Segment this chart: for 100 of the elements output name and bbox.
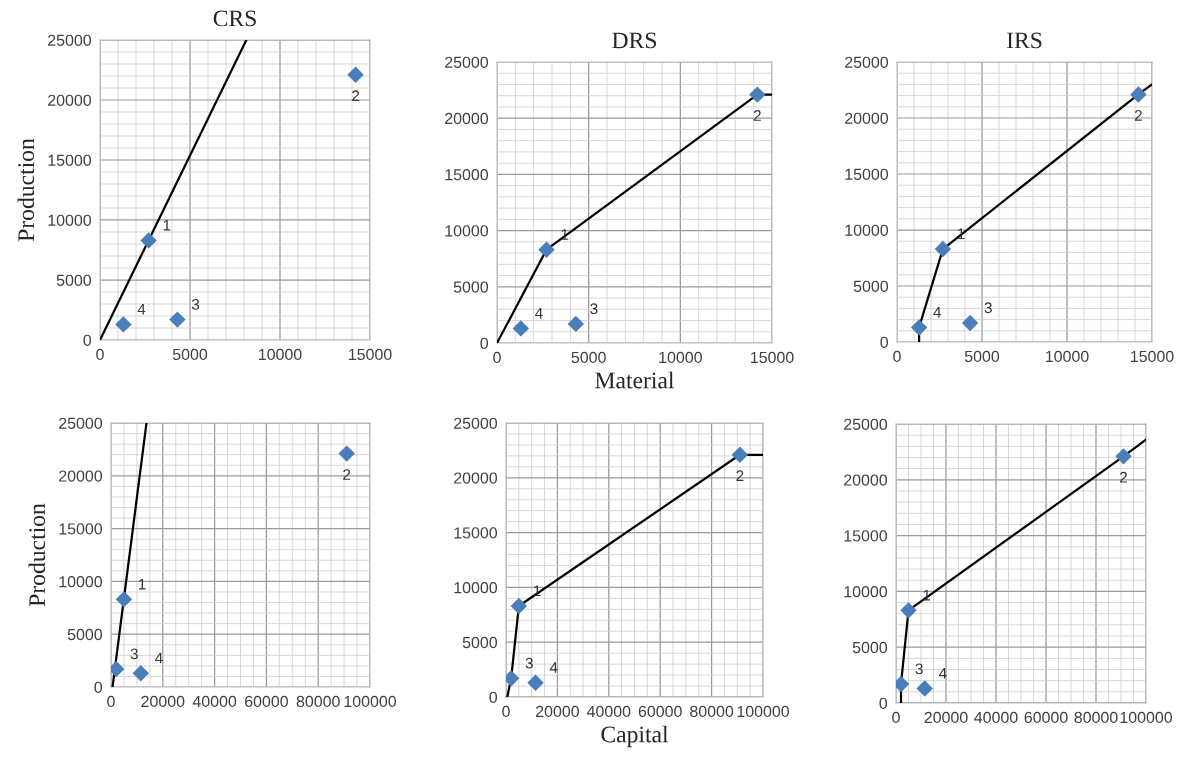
y-tick-label: 20000 bbox=[48, 94, 92, 106]
x-tick-label: 15000 bbox=[349, 348, 392, 361]
x-tick-label: 40000 bbox=[586, 705, 631, 718]
x-tick-label: 40000 bbox=[192, 695, 237, 708]
x-tick-label: 80000 bbox=[1074, 711, 1118, 724]
y-tick-label: 15000 bbox=[445, 169, 489, 181]
y-tick-label: 15000 bbox=[59, 523, 103, 535]
annotation: 2 bbox=[1134, 109, 1142, 121]
y-tick-label: 5000 bbox=[56, 274, 92, 286]
y-tick-label: 0 bbox=[83, 334, 92, 346]
annotation: 4 bbox=[535, 307, 543, 319]
x-tick-label: 20000 bbox=[924, 711, 968, 724]
x-tick-label: 100000 bbox=[344, 695, 397, 708]
x-tick-label: 5000 bbox=[172, 348, 208, 361]
y-tick-label: 25000 bbox=[844, 418, 888, 430]
y-tick-label: 25000 bbox=[48, 34, 92, 46]
annotation: 3 bbox=[525, 657, 533, 669]
y-tick-label: 25000 bbox=[845, 56, 889, 68]
x-tick-label: 5000 bbox=[964, 350, 1000, 363]
x-tick-label: 100000 bbox=[1120, 711, 1173, 724]
annotation: 3 bbox=[130, 648, 138, 660]
y-tick-label: 20000 bbox=[445, 112, 489, 125]
point bbox=[169, 311, 186, 328]
point bbox=[140, 232, 157, 249]
y-tick-label: 20000 bbox=[845, 112, 889, 124]
x-tick-label: 0 bbox=[893, 350, 901, 363]
y-tick-label: 15000 bbox=[454, 527, 498, 539]
point bbox=[961, 314, 979, 332]
x-tick-label: 60000 bbox=[638, 705, 682, 718]
chart-title: IRS bbox=[1006, 32, 1042, 49]
y-tick-label: 10000 bbox=[845, 224, 889, 236]
annotation: 4 bbox=[155, 652, 163, 664]
point bbox=[510, 597, 528, 615]
annotation: 4 bbox=[933, 306, 942, 318]
y-tick-label: 5000 bbox=[462, 636, 498, 649]
y-tick-label: 15000 bbox=[844, 530, 888, 542]
y-tick-label: 15000 bbox=[48, 154, 92, 166]
x-tick-label: 10000 bbox=[1046, 350, 1089, 363]
annotation: 4 bbox=[938, 668, 947, 679]
y-tick-label: 5000 bbox=[853, 280, 889, 292]
x-tick-label: 0 bbox=[502, 705, 510, 718]
x-tick-label: 0 bbox=[892, 711, 900, 724]
x-tick-label: 15000 bbox=[1131, 350, 1174, 363]
point bbox=[115, 591, 133, 608]
x-tick-label: 20000 bbox=[536, 705, 579, 718]
y-tick-label: 10000 bbox=[48, 214, 92, 226]
y-tick-label: 20000 bbox=[844, 474, 888, 486]
y-tick-label: 5000 bbox=[852, 641, 888, 654]
point bbox=[512, 320, 530, 337]
x-tick-label: 100000 bbox=[737, 705, 790, 718]
y-tick-label: 5000 bbox=[453, 281, 489, 293]
annotation: 2 bbox=[343, 469, 351, 480]
y-tick-label: 10000 bbox=[445, 225, 489, 237]
point bbox=[347, 66, 364, 84]
y-tick-label: 25000 bbox=[59, 417, 103, 429]
annotation: 1 bbox=[139, 578, 146, 590]
annotation: 4 bbox=[549, 662, 558, 673]
annotation: 2 bbox=[753, 110, 761, 121]
point bbox=[538, 241, 555, 258]
y-tick-label: 15000 bbox=[845, 168, 889, 180]
point bbox=[916, 680, 933, 697]
annotation: 2 bbox=[352, 90, 360, 101]
x-axis-title: Material bbox=[595, 371, 675, 389]
annotation: 1 bbox=[163, 219, 171, 231]
point bbox=[115, 316, 132, 333]
y-tick-label: 20000 bbox=[59, 470, 103, 482]
chart-title: DRS bbox=[612, 32, 656, 49]
y-tick-label: 0 bbox=[880, 336, 889, 348]
annotation: 4 bbox=[137, 303, 146, 315]
y-tick-label: 0 bbox=[480, 337, 489, 349]
point bbox=[934, 240, 952, 258]
point bbox=[567, 315, 585, 333]
x-tick-label: 60000 bbox=[1024, 711, 1068, 724]
y-tick-label: 5000 bbox=[67, 628, 103, 641]
x-tick-label: 10000 bbox=[259, 348, 302, 361]
y-axis-title: Production bbox=[28, 503, 46, 607]
x-tick-label: 80000 bbox=[690, 705, 734, 718]
annotation: 2 bbox=[1120, 471, 1127, 483]
y-tick-label: 10000 bbox=[59, 576, 103, 588]
y-axis-title: Production bbox=[17, 138, 35, 242]
x-tick-label: 0 bbox=[107, 695, 115, 708]
y-tick-label: 10000 bbox=[454, 582, 498, 594]
point bbox=[731, 446, 749, 463]
y-tick-label: 25000 bbox=[445, 56, 489, 68]
annotation: 2 bbox=[736, 470, 744, 481]
y-tick-label: 20000 bbox=[454, 472, 498, 484]
chart-title: CRS bbox=[213, 10, 256, 27]
annotation: 3 bbox=[984, 302, 992, 314]
annotation: 3 bbox=[191, 298, 200, 310]
x-tick-label: 5000 bbox=[571, 351, 606, 364]
x-axis-title: Capital bbox=[601, 725, 669, 748]
point bbox=[900, 602, 917, 619]
x-tick-label: 80000 bbox=[296, 695, 340, 708]
point bbox=[527, 674, 544, 691]
point bbox=[1130, 86, 1147, 103]
point bbox=[749, 86, 766, 103]
y-tick-label: 0 bbox=[94, 681, 103, 693]
y-tick-label: 10000 bbox=[844, 586, 888, 598]
point bbox=[132, 665, 149, 682]
y-tick-label: 25000 bbox=[454, 417, 498, 429]
